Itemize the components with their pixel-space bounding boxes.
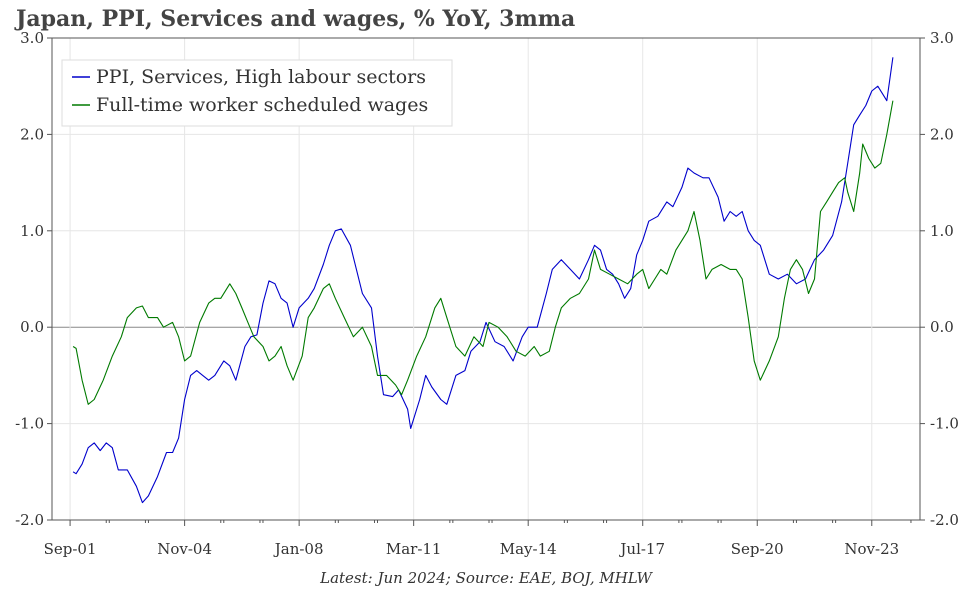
legend-box bbox=[61, 59, 453, 127]
y-tick-label-left: 3.0 bbox=[20, 29, 44, 47]
y-tick-label-right: 3.0 bbox=[930, 29, 954, 47]
x-tick-label: Sep-01 bbox=[44, 540, 97, 558]
series-layer bbox=[72, 57, 894, 504]
y-tick-label-left: 2.0 bbox=[20, 125, 44, 143]
x-tick-label: Jul-17 bbox=[618, 540, 665, 558]
axes: -2.0 -2.0 -1.0 -1.0 0.0 0.0 1.0 1.0 2.0 2.0 3.0 3.0… bbox=[15, 29, 959, 558]
x-tick-label: Nov-23 bbox=[844, 540, 899, 558]
legend-label-ppi: PPI, Services, High labour sectors bbox=[96, 66, 426, 88]
x-tick-label: Jan-08 bbox=[273, 540, 324, 558]
y-tick-label-right: 1.0 bbox=[930, 222, 954, 240]
legend-label-wages: Full-time worker scheduled wages bbox=[96, 94, 428, 116]
x-tick-label: May-14 bbox=[500, 540, 557, 558]
series-line-ppi bbox=[72, 57, 894, 504]
series-line-wages bbox=[72, 100, 894, 405]
y-tick-label-right: -2.0 bbox=[930, 511, 959, 529]
legend: PPI, Services, High labour sectors Full-… bbox=[61, 59, 453, 127]
x-tick-label: Mar-11 bbox=[386, 540, 442, 558]
x-tick-label: Nov-04 bbox=[157, 540, 212, 558]
source-note: Latest: Jun 2024; Source: EAE, BOJ, MHLW bbox=[319, 569, 653, 587]
y-tick-label-left: -2.0 bbox=[15, 511, 44, 529]
y-tick-label-right: -1.0 bbox=[930, 415, 959, 433]
y-tick-label-left: -1.0 bbox=[15, 415, 44, 433]
chart-title: Japan, PPI, Services and wages, % YoY, 3… bbox=[16, 6, 576, 32]
plot-frame bbox=[51, 37, 921, 521]
x-tick-label: Sep-20 bbox=[731, 540, 784, 558]
y-tick-label-left: 1.0 bbox=[20, 222, 44, 240]
y-tick-label-left: 0.0 bbox=[20, 318, 44, 336]
y-tick-label-right: 0.0 bbox=[930, 318, 954, 336]
y-tick-label-right: 2.0 bbox=[930, 125, 954, 143]
